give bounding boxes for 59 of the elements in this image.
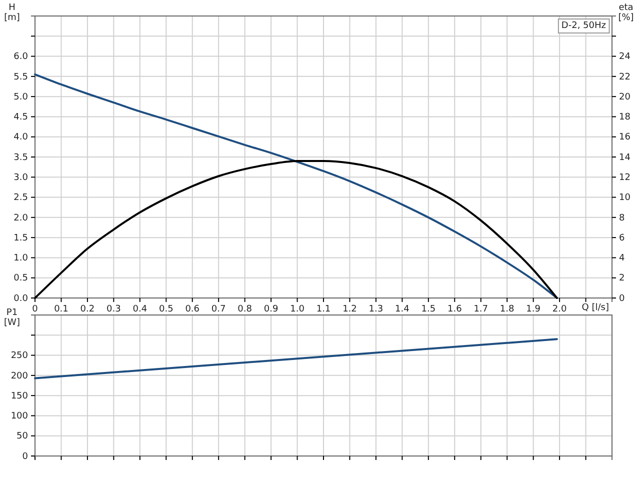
y2-tick-label: 4 xyxy=(619,254,625,264)
y-tick-label: 5.5 xyxy=(14,72,28,82)
y-tick-label: 2.0 xyxy=(14,213,28,224)
y-axis-title: H [m] xyxy=(4,3,20,23)
y2-tick-label: 24 xyxy=(619,52,631,62)
y-tick-label: 6.0 xyxy=(14,52,28,62)
y-tick-label: 50 xyxy=(16,432,28,442)
y-tick-label: 150 xyxy=(10,391,28,402)
x-tick-label: 1.1 xyxy=(316,304,331,314)
y2-tick-label: 18 xyxy=(619,112,631,123)
y2-tick-label: 12 xyxy=(619,173,630,184)
x-tick-label: 1.8 xyxy=(500,304,515,314)
x-tick-label: 0.6 xyxy=(185,304,200,314)
x-tick-label: 1.0 xyxy=(290,304,305,314)
x-tick-label: 0.7 xyxy=(211,304,226,314)
y2-tick-label: 16 xyxy=(619,132,631,143)
y-tick-label: 1.0 xyxy=(14,254,28,264)
y-tick-label: 100 xyxy=(10,412,28,422)
y-tick-label: 1.5 xyxy=(14,233,28,244)
y-tick-label: 250 xyxy=(10,351,28,362)
y-tick-label: 0.5 xyxy=(14,274,28,284)
y2-tick-label: 0 xyxy=(619,294,625,304)
y-tick-label: 3.5 xyxy=(14,152,28,163)
x-tick-label: 2.0 xyxy=(552,304,567,314)
y-tick-label: 200 xyxy=(10,371,28,382)
y-axis-title: P1 [W] xyxy=(4,308,20,328)
x-tick-label: 1.6 xyxy=(447,304,462,314)
x-tick-label: 0.2 xyxy=(80,304,95,314)
y2-tick-label: 10 xyxy=(619,193,631,204)
y-tick-label: 5.0 xyxy=(14,92,28,102)
y-tick-label: 2.5 xyxy=(14,193,28,204)
y-tick-label: 4.5 xyxy=(14,112,28,123)
x-tick-label: 1.3 xyxy=(368,304,384,314)
y2-tick-label: 6 xyxy=(619,233,625,244)
x-tick-label: 0.1 xyxy=(54,304,68,314)
line-series xyxy=(34,73,558,299)
x-tick-label: 1.2 xyxy=(342,304,357,314)
y-tick-label: 4.0 xyxy=(14,132,28,143)
x-tick-label: 1.5 xyxy=(421,304,436,314)
y2-tick-label: 22 xyxy=(619,72,630,82)
y2-tick-label: 2 xyxy=(619,274,625,284)
x-tick-label: 0.8 xyxy=(238,304,252,314)
annotation: D-2, 50Hz xyxy=(561,21,606,31)
x-tick-label: 0.4 xyxy=(132,304,148,314)
x-tick-label: 1.4 xyxy=(395,304,410,314)
x-tick-label: 0.3 xyxy=(106,304,121,314)
y2-tick-label: 8 xyxy=(619,213,625,224)
y2-tick-label: 14 xyxy=(619,152,631,163)
x-tick-label: 1.9 xyxy=(526,304,541,314)
x-axis-title: Q [l/s] xyxy=(582,303,609,313)
y-tick-label: 0 xyxy=(22,452,28,462)
x-tick-label: 1.7 xyxy=(474,304,488,314)
x-tick-label: 0.5 xyxy=(158,304,174,314)
y2-tick-label: 20 xyxy=(619,92,631,102)
x-tick-label: 0 xyxy=(32,304,38,314)
y-tick-label: 3.0 xyxy=(14,173,28,184)
y2-axis-title: eta [%] xyxy=(618,3,634,23)
x-tick-label: 0.9 xyxy=(264,304,278,314)
y-tick-label: 0.0 xyxy=(14,294,28,304)
